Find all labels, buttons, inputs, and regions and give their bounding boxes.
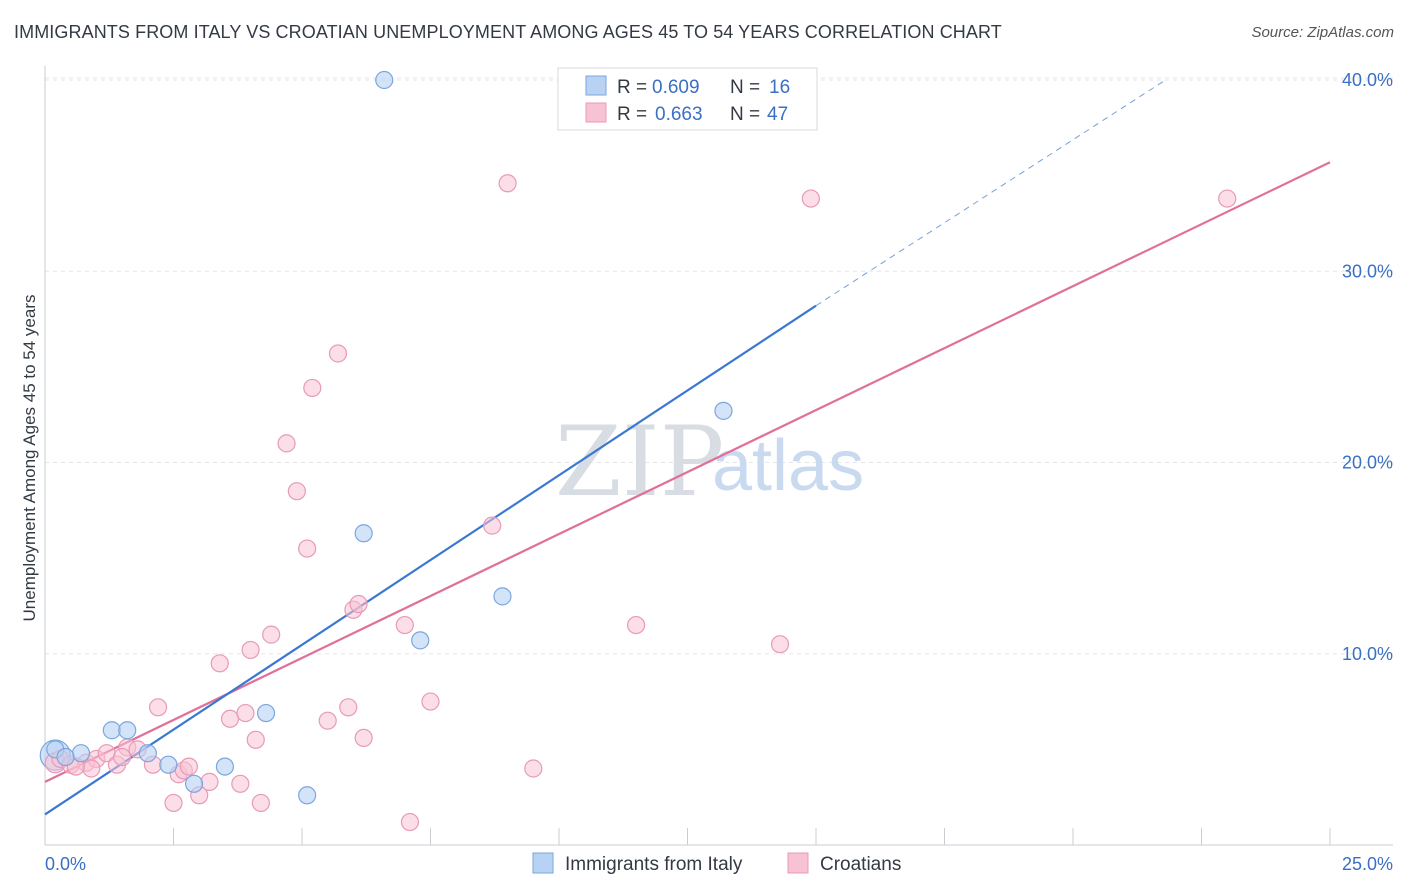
legend-r-label-italy: R =: [617, 77, 647, 98]
data-point-croatians: [339, 698, 358, 717]
legend-r-value-italy: 0.609: [652, 77, 700, 98]
data-point-croatians: [210, 654, 229, 673]
data-point-croatians: [1218, 189, 1237, 208]
data-point-croatians: [82, 759, 101, 778]
data-point-croatians: [287, 482, 306, 501]
data-point-italy: [493, 587, 512, 606]
data-point-croatians: [277, 434, 296, 453]
data-point-croatians: [498, 174, 517, 193]
data-point-croatians: [112, 747, 132, 767]
data-point-croatians: [354, 728, 373, 748]
data-point-italy: [354, 524, 373, 543]
y-tick-labels: 10.0% 20.0% 30.0% 40.0%: [1342, 70, 1393, 664]
watermark-zip: ZIP: [555, 406, 724, 518]
data-point-croatians: [400, 812, 420, 832]
data-point-italy: [375, 70, 394, 90]
data-point-croatians: [328, 344, 348, 363]
chart-title: IMMIGRANTS FROM ITALY VS CROATIAN UNEMPL…: [14, 22, 1002, 42]
data-point-italy: [298, 786, 317, 805]
bottom-legend-swatch-italy: [532, 852, 554, 874]
data-point-croatians: [179, 757, 199, 776]
data-point-croatians: [164, 793, 183, 813]
data-point-italy: [215, 757, 234, 776]
data-point-croatians: [770, 635, 790, 654]
data-point-croatians: [262, 625, 281, 644]
data-point-italy: [71, 744, 91, 763]
data-point-croatians: [241, 640, 260, 660]
data-point-croatians: [626, 615, 646, 635]
data-point-croatians: [303, 378, 322, 398]
data-point-italy: [184, 774, 204, 793]
data-point-italy: [56, 747, 75, 767]
data-point-croatians: [318, 711, 337, 730]
data-point-italy: [256, 703, 276, 723]
watermark-atlas: atlas: [712, 426, 864, 506]
legend-n-value-italy: 16: [769, 77, 790, 98]
trend-line-croatians: [44, 161, 1331, 783]
x-tick-label: 0.0%: [45, 854, 86, 874]
legend-n-value-croatians: 47: [767, 104, 788, 125]
legend-r-value-croatians: 0.663: [655, 104, 703, 125]
data-point-croatians: [298, 539, 317, 558]
data-point-croatians: [421, 692, 440, 711]
bottom-legend-swatch-croatians: [787, 852, 809, 874]
data-point-italy: [411, 631, 430, 650]
bottom-legend-label-italy: Immigrants from Italy: [565, 854, 743, 875]
y-axis-label: Unemployment Among Ages 45 to 54 years: [20, 295, 39, 622]
data-point-italy: [102, 721, 121, 740]
axes: [44, 66, 1393, 846]
legend-swatch-croatians: [585, 102, 607, 123]
data-point-italy: [118, 721, 137, 740]
y-tick-label: 20.0%: [1342, 453, 1393, 473]
data-point-italy: [138, 744, 157, 763]
data-point-croatians: [483, 516, 502, 535]
watermark: ZIP atlas: [555, 406, 864, 518]
y-tick-label: 40.0%: [1342, 70, 1393, 90]
legend-r-label-croatians: R =: [617, 104, 647, 125]
x-tick-label: 25.0%: [1342, 854, 1393, 874]
correlation-legend: R = 0.609 N = 16 R = 0.663 N = 47: [557, 67, 818, 131]
data-point-croatians: [220, 709, 240, 728]
data-point-croatians: [148, 698, 168, 717]
trend-line-italy-extension: [815, 79, 1166, 307]
legend-n-label-croatians: N =: [730, 104, 760, 125]
data-point-croatians: [200, 772, 219, 791]
data-points: [39, 70, 1237, 832]
data-point-croatians: [246, 730, 265, 749]
data-point-croatians: [395, 615, 414, 635]
trend-lines: [44, 79, 1331, 816]
data-point-croatians: [524, 759, 543, 778]
data-point-croatians: [231, 774, 250, 793]
x-tick-labels: 0.0% 25.0%: [45, 854, 1393, 874]
legend-swatch-italy: [585, 75, 607, 96]
y-tick-label: 30.0%: [1342, 261, 1393, 281]
bottom-legend: Immigrants from Italy Croatians: [532, 852, 901, 875]
data-point-croatians: [349, 594, 368, 614]
data-point-croatians: [251, 793, 270, 813]
legend-n-label-italy: N =: [730, 77, 760, 98]
data-point-italy: [714, 401, 733, 420]
data-point-croatians: [801, 189, 820, 208]
data-point-italy: [159, 755, 178, 774]
trend-line-italy: [44, 304, 817, 816]
data-point-croatians: [236, 703, 255, 723]
y-tick-label: 10.0%: [1342, 644, 1393, 664]
source-label: Source: ZipAtlas.com: [1251, 24, 1394, 41]
grid-lines: [45, 77, 1393, 655]
bottom-legend-label-croatians: Croatians: [820, 854, 901, 875]
